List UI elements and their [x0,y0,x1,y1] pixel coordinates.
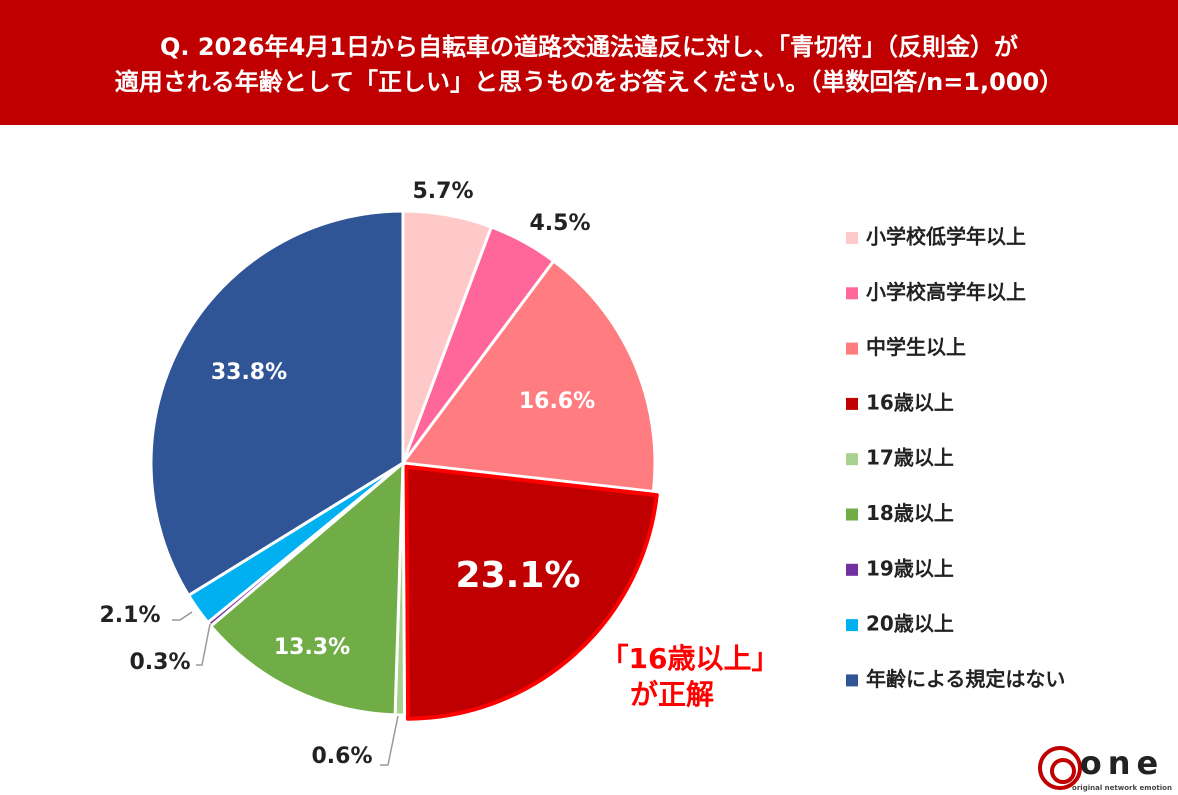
pie-slice [401,259,657,493]
leader-line [172,611,193,621]
leader-line [380,715,399,766]
legend-swatch [846,287,858,300]
annotation: が正解 [630,678,714,711]
logo-name: one [1080,744,1164,782]
value-label: 0.3% [129,650,190,675]
legend-swatch [846,342,858,355]
annotation: 「16歳以上」 [601,642,780,675]
pie-slice [404,464,659,721]
chart-title: 適用される年齢として「正しい」と思うものをお答えください。（単数回答/n=1,0… [115,68,1063,96]
legend-label: 19歳以上 [866,556,954,580]
legend-swatch [846,563,858,576]
legend-label: 20歳以上 [866,612,954,636]
value-label: 5.7% [412,179,473,204]
logo-mark [1050,758,1076,784]
legend-label: 小学校低学年以上 [866,225,1026,249]
legend-swatch [846,397,858,410]
legend-swatch [846,453,858,466]
legend-swatch [846,232,858,244]
title-bar [0,0,1178,125]
legend-label: 16歳以上 [866,390,954,414]
leader-line [196,623,211,666]
value-label: 13.3% [274,635,350,660]
pie-slice [209,461,405,717]
value-label: 4.5% [529,211,590,236]
value-label: 33.8% [211,360,287,385]
logo-tagline: original network emotion [1072,784,1172,792]
value-label: 0.6% [311,744,372,769]
legend-swatch [846,674,858,687]
legend-label: 小学校高学年以上 [866,280,1026,304]
logo-mark [1038,746,1082,790]
value-label: 23.1% [456,555,581,596]
legend-label: 18歳以上 [866,501,954,525]
logo: one original network emotion [1038,744,1172,792]
legend-label: 17歳以上 [866,446,954,470]
pie-slice [149,209,405,597]
value-label: 2.1% [99,603,160,628]
legend-swatch [846,619,858,632]
value-label: 16.6% [519,389,595,414]
legend-label: 年齢による規定はない [866,667,1065,691]
legend-swatch [846,508,858,521]
legend-label: 中学生以上 [866,335,966,359]
chart-title: Q. 2026年4月1日から自転車の道路交通法違反に対し、「青切符」（反則金）が [160,33,1018,61]
